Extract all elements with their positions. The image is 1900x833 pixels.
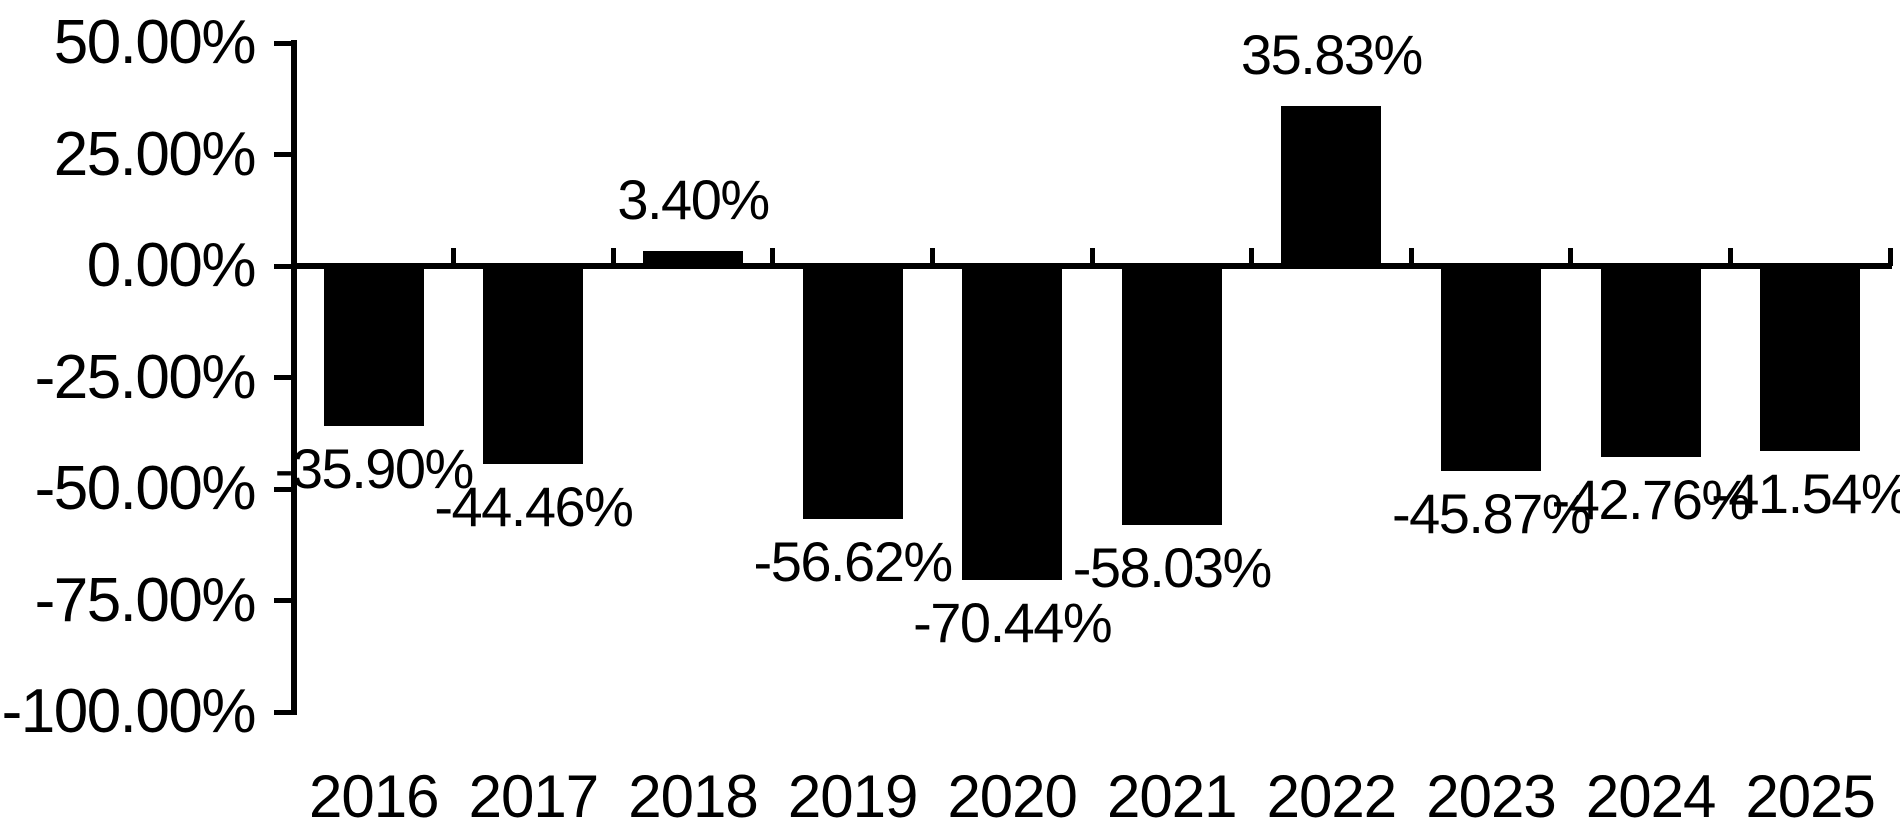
bar-2025: [1760, 266, 1861, 452]
x-axis-tick: [451, 248, 457, 266]
y-axis-tick-label: -25.00%: [34, 342, 257, 412]
bar-2017: [483, 266, 584, 465]
y-axis-tick: [274, 375, 294, 380]
x-axis-tick: [929, 248, 935, 266]
bar-value-label-2017: -44.46%: [434, 475, 634, 539]
x-axis-label-2019: 2019: [787, 763, 918, 830]
y-axis-tick-label: -50.00%: [34, 454, 257, 523]
x-axis-label-2022: 2022: [1266, 763, 1397, 830]
x-axis-label-2017: 2017: [468, 763, 599, 830]
bar-value-label-2024: -42.76%: [1551, 467, 1752, 531]
x-axis-label-2025: 2025: [1745, 763, 1875, 830]
x-axis-label-2024: 2024: [1585, 763, 1716, 830]
bar-value-label-2016: -35.90%: [274, 437, 475, 501]
y-axis-tick-label: 0.00%: [86, 231, 257, 300]
bar-2022: [1281, 106, 1382, 266]
y-axis-tick: [274, 709, 294, 715]
bar-2020: [962, 266, 1063, 581]
bar-2016: [323, 266, 424, 427]
bar-2018: [643, 250, 743, 266]
bar-value-label-2021: -58.03%: [1072, 535, 1273, 599]
bar-value-label-2018: 3.40%: [617, 167, 770, 231]
x-axis-tick: [1568, 248, 1574, 266]
bar-2023: [1441, 266, 1541, 471]
bar-value-label-2025: -41.54%: [1711, 462, 1900, 526]
y-axis-line: [291, 40, 297, 715]
x-axis-label-2023: 2023: [1426, 763, 1556, 830]
x-axis-label-2018: 2018: [628, 763, 758, 830]
bar-value-label-2023: -45.87%: [1391, 481, 1592, 545]
bar-2021: [1121, 266, 1222, 525]
y-axis-tick-label: -100.00%: [1, 677, 257, 746]
bar-2024: [1600, 266, 1701, 457]
y-axis-tick: [274, 486, 294, 492]
bar-value-label-2019: -56.62%: [753, 529, 954, 593]
bar-value-label-2020: -70.44%: [913, 591, 1113, 655]
y-axis-tick-label: 25.00%: [53, 119, 257, 189]
bar-value-label-2022: 35.83%: [1240, 23, 1423, 87]
x-axis-tick: [1887, 248, 1893, 266]
y-axis-tick: [274, 598, 294, 603]
x-axis-tick: [1089, 248, 1095, 266]
bar-2019: [802, 266, 903, 519]
y-axis-tick: [274, 40, 294, 46]
y-axis-tick: [274, 263, 294, 269]
x-axis-label-2021: 2021: [1107, 763, 1237, 830]
y-axis-tick-label: -75.00%: [34, 565, 257, 635]
x-axis-tick: [1727, 248, 1733, 266]
x-axis-tick: [610, 248, 616, 266]
x-axis-tick: [770, 248, 776, 266]
x-axis-line: [291, 263, 1892, 269]
x-axis-label-2020: 2020: [947, 763, 1077, 830]
x-axis-label-2016: 2016: [309, 763, 439, 830]
y-axis-tick: [274, 152, 294, 157]
x-axis-tick: [1249, 248, 1255, 266]
x-axis-tick: [1408, 248, 1414, 266]
y-axis-tick-label: 50.00%: [53, 8, 257, 77]
